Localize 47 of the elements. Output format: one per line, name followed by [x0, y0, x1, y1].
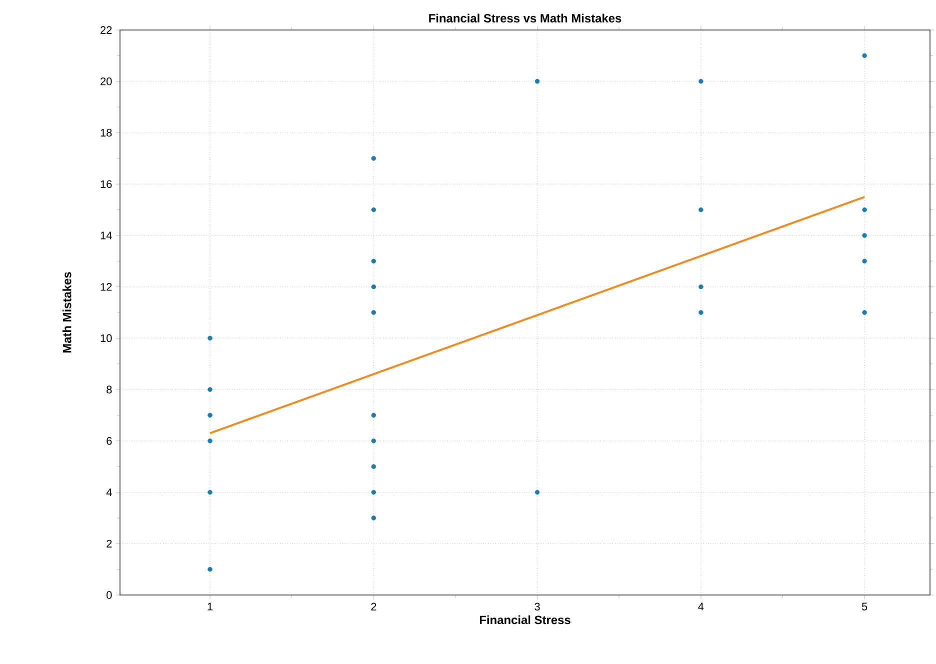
point	[371, 284, 376, 290]
point	[208, 336, 212, 341]
y-tick-label: 10	[100, 334, 112, 342]
point	[698, 310, 704, 315]
x-tick-label: 5	[862, 602, 868, 610]
x-tick-label: 2	[371, 602, 376, 610]
point	[862, 258, 867, 264]
point	[371, 412, 376, 418]
y-tick-label: 22	[100, 26, 112, 34]
point	[371, 490, 376, 495]
y-tick-label: 2	[106, 540, 112, 548]
y-tick-label: 14	[100, 232, 112, 240]
point	[208, 412, 212, 418]
point	[862, 233, 867, 238]
x-axis-title: Financial Stress	[480, 615, 570, 624]
y-tick-label: 12	[100, 283, 112, 291]
point	[371, 464, 376, 469]
point	[371, 438, 376, 444]
x-tick-label: 4	[698, 602, 704, 610]
chart-title: Financial Stress vs Math Mistakes	[429, 14, 622, 22]
point	[862, 53, 867, 58]
point	[208, 438, 212, 444]
point	[698, 78, 704, 84]
point	[208, 387, 212, 392]
point	[371, 207, 376, 212]
point	[534, 78, 540, 84]
x-tick-label: 3	[534, 602, 540, 611]
y-tick-label: 0	[106, 591, 112, 599]
y-tick-label: 16	[100, 180, 112, 188]
point	[371, 258, 376, 264]
y-axis-title: Math Mistakes	[62, 272, 72, 353]
point	[534, 490, 540, 495]
y-tick-label: 20	[100, 77, 112, 86]
y-tick-label: 8	[106, 386, 112, 394]
point	[698, 207, 704, 212]
y-tick-label: 6	[106, 437, 112, 445]
y-tick-label: 4	[106, 488, 112, 496]
point	[371, 156, 376, 161]
y-tick-label: 18	[100, 128, 112, 137]
point	[862, 207, 867, 212]
x-tick-label: 1	[208, 602, 213, 610]
point	[862, 310, 867, 315]
point	[371, 310, 376, 315]
point	[698, 284, 704, 290]
point	[208, 490, 212, 495]
point	[208, 566, 212, 572]
point	[371, 516, 376, 520]
